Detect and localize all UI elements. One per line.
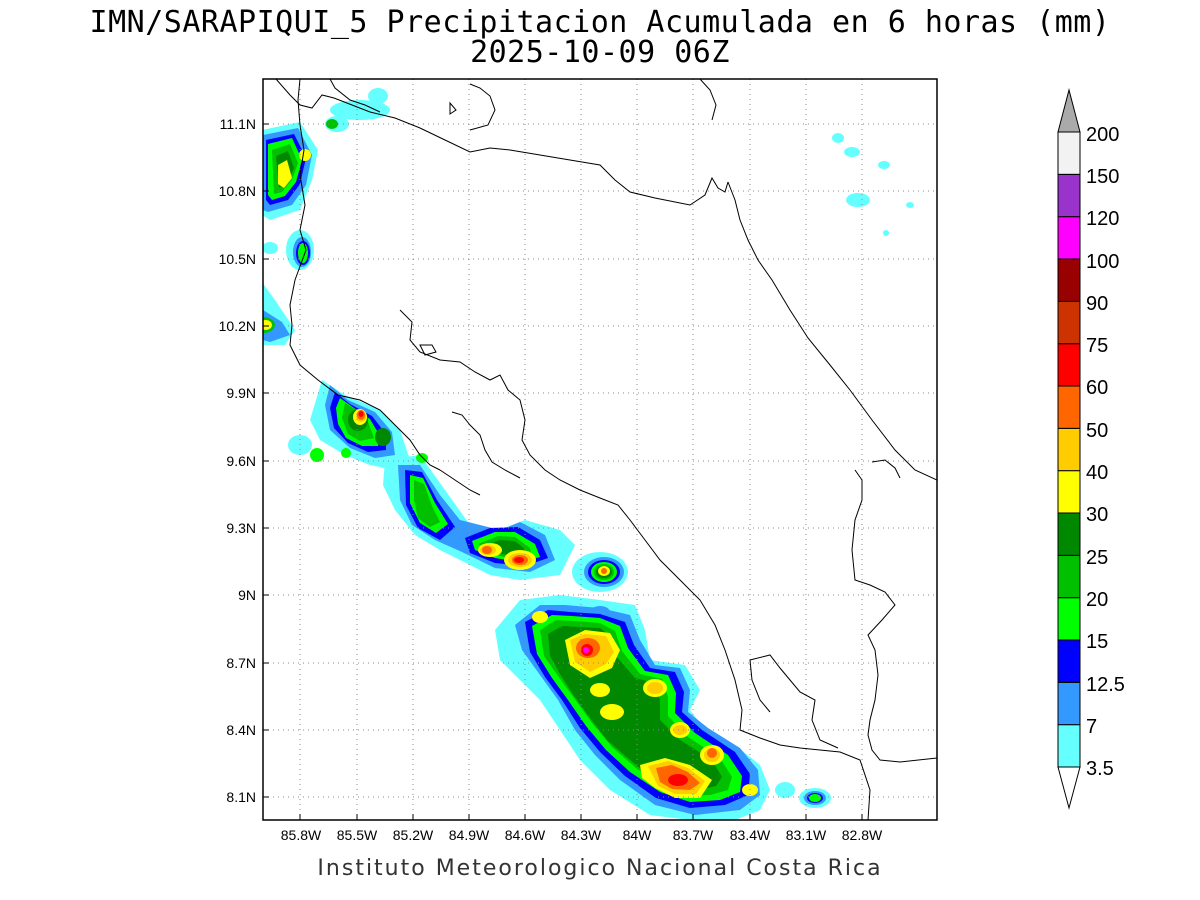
lat-label: 11.1N bbox=[220, 116, 256, 132]
colorbar: 3.5 7 12.5 15 20 25 30 40 50 60 75 90 10… bbox=[1057, 88, 1125, 810]
map-datetime: 2025-10-09 06Z bbox=[470, 35, 730, 70]
coastline bbox=[275, 79, 937, 820]
colorbar-swatch bbox=[1057, 173, 1081, 218]
colorbar-swatch bbox=[1057, 639, 1081, 683]
colorbar-swatch bbox=[1057, 216, 1081, 260]
colorbar-label: 30 bbox=[1086, 504, 1108, 526]
colorbar-label: 25 bbox=[1086, 547, 1108, 569]
colorbar-label: 120 bbox=[1086, 208, 1119, 230]
lat-label: 10.2N bbox=[219, 318, 256, 334]
colorbar-label: 40 bbox=[1086, 462, 1108, 484]
colorbar-label: 15 bbox=[1086, 631, 1108, 653]
colorbar-swatch bbox=[1057, 131, 1081, 175]
colorbar-swatch bbox=[1057, 512, 1081, 556]
lon-label: 83.7W bbox=[673, 827, 714, 843]
lat-label: 8.7N bbox=[226, 655, 256, 671]
map-frame bbox=[262, 78, 938, 821]
longitude-labels: 85.8W 85.5W 85.2W 84.9W 84.6W 84.3W 84W … bbox=[281, 827, 883, 843]
axis-ticks bbox=[263, 123, 863, 820]
colorbar-label: 20 bbox=[1086, 589, 1108, 611]
colorbar-swatch bbox=[1057, 343, 1081, 387]
lat-label: 10.8N bbox=[219, 183, 256, 199]
colorbar-swatch bbox=[1057, 300, 1081, 345]
lon-label: 84.3W bbox=[561, 827, 602, 843]
colorbar-swatch bbox=[1057, 724, 1081, 768]
latitude-labels: 11.1N 10.8N 10.5N 10.2N 9.9N 9.6N 9.3N 9… bbox=[219, 116, 256, 805]
colorbar-label: 90 bbox=[1086, 293, 1108, 315]
colorbar-label: 50 bbox=[1086, 420, 1108, 442]
map-title: IMN/SARAPIQUI_5 Precipitacion Acumulada … bbox=[89, 5, 1111, 40]
colorbar-swatch bbox=[1057, 554, 1081, 599]
colorbar-min-arrow bbox=[1057, 766, 1081, 810]
colorbar-swatches bbox=[1057, 131, 1081, 768]
institution-footer: Instituto Meteorologico Nacional Costa R… bbox=[317, 856, 883, 881]
lat-label: 9.6N bbox=[226, 453, 256, 469]
colorbar-labels: 3.5 7 12.5 15 20 25 30 40 50 60 75 90 10… bbox=[1086, 124, 1125, 780]
colorbar-swatch bbox=[1057, 470, 1081, 514]
lon-label: 85.8W bbox=[281, 827, 322, 843]
lon-label: 85.5W bbox=[337, 827, 378, 843]
map-grid bbox=[263, 79, 937, 820]
colorbar-swatch bbox=[1057, 597, 1081, 641]
lat-label: 10.5N bbox=[219, 251, 256, 267]
colorbar-swatch bbox=[1057, 427, 1081, 472]
colorbar-label: 60 bbox=[1086, 377, 1108, 399]
colorbar-label: 3.5 bbox=[1086, 758, 1114, 780]
colorbar-label: 75 bbox=[1086, 335, 1108, 357]
colorbar-label: 150 bbox=[1086, 166, 1119, 188]
lon-label: 83.1W bbox=[786, 827, 827, 843]
lon-label: 84W bbox=[623, 827, 653, 843]
colorbar-max-arrow bbox=[1057, 88, 1081, 133]
lon-label: 84.6W bbox=[505, 827, 546, 843]
lon-label: 82.8W bbox=[842, 827, 883, 843]
lon-label: 85.2W bbox=[393, 827, 434, 843]
lat-label: 9.3N bbox=[226, 520, 256, 536]
lat-label: 8.4N bbox=[226, 722, 256, 738]
lat-label: 9.9N bbox=[226, 385, 256, 401]
colorbar-label: 200 bbox=[1086, 124, 1119, 146]
colorbar-label: 100 bbox=[1086, 251, 1119, 273]
lat-label: 8.1N bbox=[226, 789, 256, 805]
lon-label: 84.9W bbox=[449, 827, 490, 843]
lat-label: 9N bbox=[238, 587, 256, 603]
colorbar-label: 7 bbox=[1086, 716, 1097, 738]
colorbar-swatch bbox=[1057, 258, 1081, 302]
colorbar-label: 12.5 bbox=[1086, 674, 1125, 696]
colorbar-swatch bbox=[1057, 385, 1081, 429]
lon-label: 83.4W bbox=[730, 827, 771, 843]
colorbar-swatch bbox=[1057, 681, 1081, 726]
precipitation-field bbox=[263, 88, 914, 820]
